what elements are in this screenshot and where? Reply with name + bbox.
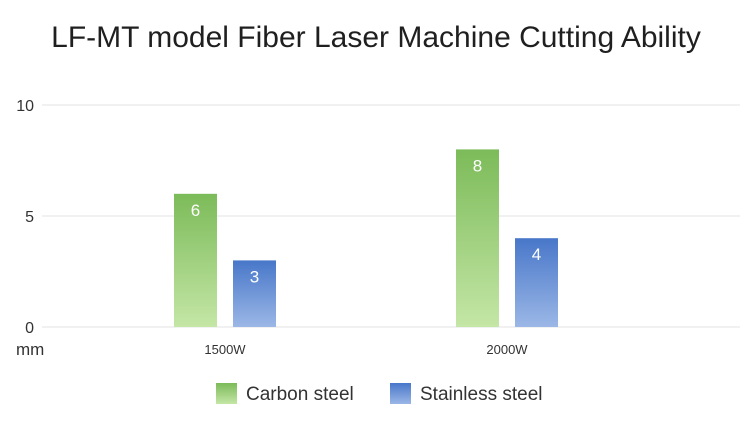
chart-title: LF-MT model Fiber Laser Machine Cutting … (51, 21, 701, 54)
grid-lines (42, 104, 740, 328)
bar-value-label: 8 (473, 156, 482, 175)
legend: Carbon steel Stainless steel (216, 383, 543, 405)
legend-swatch (216, 383, 237, 404)
x-axis-ticks: 1500W 2000W (204, 342, 528, 357)
bar-2000W-0 (456, 149, 499, 327)
y-tick-label: 5 (25, 209, 34, 226)
unit-label: mm (16, 340, 44, 359)
legend-swatch (390, 383, 411, 404)
legend-label: Carbon steel (246, 384, 354, 405)
bar-1500W-0 (174, 193, 217, 327)
x-tick-label: 2000W (486, 342, 528, 357)
legend-label: Stainless steel (420, 384, 543, 405)
bar-2000W-1 (515, 238, 558, 327)
y-tick-label: 0 (25, 320, 34, 337)
x-tick-label: 1500W (204, 342, 246, 357)
y-tick-label: 10 (16, 98, 34, 115)
bar-value-label: 6 (191, 201, 200, 220)
bars: 6 3 8 4 (174, 149, 558, 327)
bar-value-label: 3 (250, 267, 259, 286)
bar-value-label: 4 (532, 245, 541, 264)
bar-1500W-1 (233, 260, 276, 327)
y-axis-ticks: 0 5 10 (16, 98, 34, 337)
